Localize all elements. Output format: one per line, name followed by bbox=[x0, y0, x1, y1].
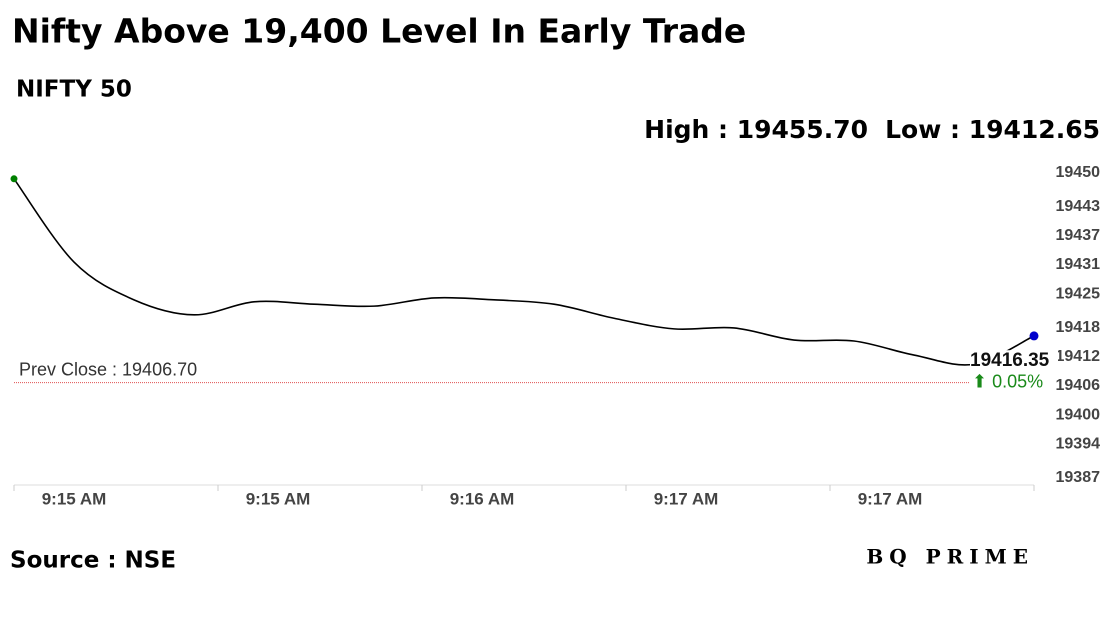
value-label-bg bbox=[970, 350, 1058, 373]
y-tick-label: 19443 bbox=[1056, 198, 1101, 215]
y-tick-label: 19400 bbox=[1056, 406, 1101, 423]
value-label: 19416.35 bbox=[970, 350, 1050, 371]
chart-title: Nifty Above 19,400 Level In Early Trade bbox=[12, 12, 746, 51]
y-tick-label: 19418 bbox=[1056, 319, 1101, 336]
high-label: High : 19455.70 bbox=[644, 115, 868, 144]
y-tick-label: 19450 bbox=[1056, 164, 1101, 181]
y-tick-label: 19425 bbox=[1056, 285, 1101, 302]
y-tick-label: 19394 bbox=[1056, 435, 1101, 452]
price-line bbox=[13, 178, 1035, 366]
x-tick-label: 9:15 AM bbox=[42, 489, 107, 508]
brand-logo: BQ PRIME bbox=[866, 545, 1034, 569]
x-tick-label: 9:16 AM bbox=[450, 489, 515, 508]
change-label-bg bbox=[970, 372, 1054, 393]
chart-subtitle: NIFTY 50 bbox=[16, 77, 132, 103]
point-marker bbox=[1029, 331, 1039, 341]
y-tick-label: 19406 bbox=[1056, 377, 1101, 394]
point-marker bbox=[10, 175, 18, 183]
source: Source : NSE bbox=[10, 548, 176, 574]
y-tick-label: 19387 bbox=[1056, 469, 1101, 486]
y-tick-label: 19431 bbox=[1056, 256, 1101, 273]
low-label: Low : 19412.65 bbox=[885, 115, 1100, 144]
x-tick-label: 9:17 AM bbox=[858, 489, 923, 508]
x-tick-label: 9:17 AM bbox=[654, 489, 719, 508]
x-tick-label: 9:15 AM bbox=[246, 489, 311, 508]
y-tick-label: 19437 bbox=[1056, 227, 1101, 244]
change-label: ⬆ 0.05% bbox=[972, 371, 1043, 391]
prev-close-label: Prev Close : 19406.70 bbox=[19, 359, 197, 379]
y-tick-label: 19412 bbox=[1056, 348, 1101, 365]
